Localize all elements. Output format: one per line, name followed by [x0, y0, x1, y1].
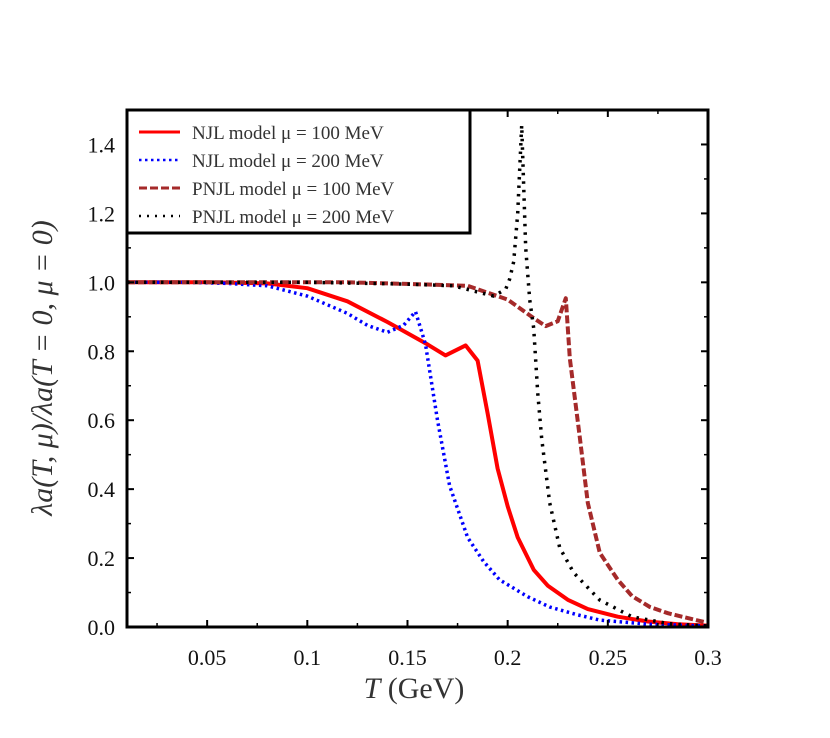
y-axis-label: λa(T, μ)/λa(T = 0, μ = 0)	[26, 220, 59, 517]
x-tick-label: 0.2	[494, 645, 522, 670]
y-tick-label: 0.4	[88, 477, 116, 502]
legend-entry-label: PNJL model μ = 100 MeV	[192, 179, 395, 200]
x-tick-label: 0.1	[294, 645, 322, 670]
y-tick-label: 1.0	[88, 270, 116, 295]
series-line-0	[127, 280, 709, 628]
x-tick-label: 0.25	[589, 645, 628, 670]
y-tick-label: 0.0	[88, 615, 116, 640]
x-tick-label: 0.3	[694, 645, 722, 670]
plot-curves	[127, 123, 709, 628]
legend-entry-label: NJL model μ = 200 MeV	[192, 151, 384, 172]
series-line-1	[127, 280, 709, 628]
axis-ticks: 0.05 0.1 0.15 0.2 0.25 0.3 0.0 0.2 0.4 0.6 0.8 1.0 1…	[88, 109, 722, 670]
legend-entry-label: PNJL model μ = 200 MeV	[192, 207, 395, 228]
x-tick-label: 0.15	[388, 645, 427, 670]
y-tick-label: 0.6	[88, 408, 116, 433]
y-tick-label: 1.4	[88, 132, 116, 157]
legend-box	[125, 108, 472, 235]
y-tick-label: 0.2	[88, 546, 116, 571]
x-tick-label: 0.05	[188, 645, 227, 670]
series-line-2	[127, 280, 709, 625]
legend: NJL model μ = 100 MeV NJL model μ = 200 M…	[125, 108, 472, 235]
y-tick-label: 1.2	[88, 201, 116, 226]
x-axis-label: T (GeV)	[364, 672, 465, 705]
y-tick-label: 0.8	[88, 339, 116, 364]
legend-entry-label: NJL model μ = 100 MeV	[192, 123, 384, 144]
